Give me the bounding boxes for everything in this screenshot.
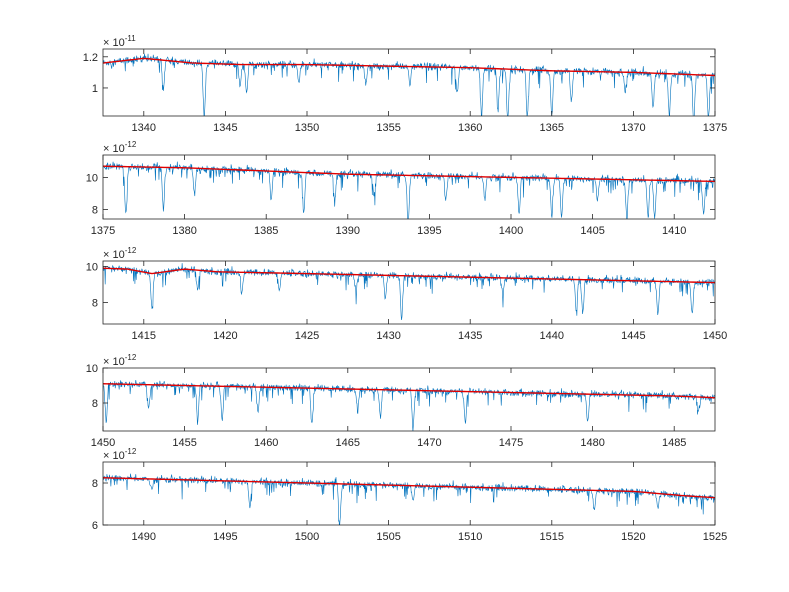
- spectrum-line: [103, 161, 715, 219]
- x-tick-label: 1345: [213, 122, 237, 134]
- x-tick-label: 1510: [458, 531, 482, 543]
- x-tick-label: 1390: [336, 225, 360, 237]
- x-tick-label: 1495: [213, 531, 237, 543]
- y-exponent-label: × 10-12: [103, 353, 137, 368]
- y-tick-label: 10: [86, 363, 98, 375]
- x-tick-label: 1360: [458, 122, 482, 134]
- continuum-fit-line: [103, 57, 715, 77]
- x-tick-label: 1490: [132, 531, 156, 543]
- x-tick-label: 1430: [376, 330, 400, 342]
- x-tick-label: 1500: [295, 531, 319, 543]
- y-tick-label: 6: [92, 520, 98, 532]
- spectrum-line: [103, 53, 715, 116]
- continuum-fit-line: [103, 383, 715, 399]
- axes-box: [102, 367, 716, 432]
- axes-box: [102, 461, 716, 526]
- x-tick-label: 1450: [91, 437, 115, 449]
- panel-3: 1415 1420 1425 1430 1435 1440 1445 1450 8 10 × 10-…: [86, 246, 727, 342]
- panel-5: 1490 1495 1500 1505 1510 1515 1520 1525 6 8 × 10-1…: [92, 447, 727, 543]
- continuum-fit-line: [103, 477, 715, 499]
- x-tick-label: 1460: [254, 437, 278, 449]
- x-tick-label: 1340: [132, 122, 156, 134]
- x-tick-label: 1410: [662, 225, 686, 237]
- y-tick-label: 8: [92, 204, 98, 216]
- y-exponent-label: × 10-12: [103, 447, 137, 462]
- x-tick-label: 1445: [621, 330, 645, 342]
- x-tick-label: 1415: [132, 330, 156, 342]
- continuum-fit-line: [103, 165, 715, 183]
- y-tick-label: 8: [92, 478, 98, 490]
- x-tick-label: 1355: [376, 122, 400, 134]
- spectrum-line: [103, 379, 715, 431]
- continuum-fit-line: [103, 267, 715, 284]
- y-exponent-label: × 10-11: [103, 34, 136, 49]
- x-tick-label: 1425: [295, 330, 319, 342]
- y-exponent-label: × 10-12: [103, 246, 137, 261]
- y-tick-label: 8: [92, 297, 98, 309]
- x-tick-label: 1480: [580, 437, 604, 449]
- x-tick-label: 1440: [540, 330, 564, 342]
- x-tick-label: 1485: [662, 437, 686, 449]
- spectrum-line: [103, 263, 715, 320]
- x-tick-label: 1405: [580, 225, 604, 237]
- x-tick-label: 1450: [703, 330, 727, 342]
- panel-2: 1375 1380 1385 1390 1395 1400 1405 1410 8 10 × 10-…: [86, 140, 716, 237]
- x-tick-label: 1365: [540, 122, 564, 134]
- x-tick-label: 1515: [540, 531, 564, 543]
- x-tick-label: 1370: [621, 122, 645, 134]
- x-tick-label: 1375: [703, 122, 727, 134]
- x-tick-label: 1525: [703, 531, 727, 543]
- axes-box: [102, 48, 716, 117]
- x-tick-label: 1350: [295, 122, 319, 134]
- x-tick-label: 1455: [172, 437, 196, 449]
- x-tick-label: 1465: [336, 437, 360, 449]
- x-tick-label: 1380: [172, 225, 196, 237]
- panel-1: 1340 1345 1350 1355 1360 1365 1370 1375 1 1.2 × 10…: [83, 34, 728, 134]
- axes-box: [102, 260, 716, 325]
- x-tick-label: 1375: [91, 225, 115, 237]
- axes-box: [102, 154, 716, 220]
- panel-4: 1450 1455 1460 1465 1470 1475 1480 1485 8 10 × 10-…: [86, 353, 716, 449]
- y-tick-label: 10: [86, 261, 98, 273]
- y-tick-label: 1: [92, 83, 98, 95]
- x-tick-label: 1435: [458, 330, 482, 342]
- y-tick-label: 8: [92, 398, 98, 410]
- y-exponent-label: × 10-12: [103, 140, 137, 155]
- x-tick-label: 1400: [499, 225, 523, 237]
- x-tick-label: 1520: [621, 531, 645, 543]
- x-tick-label: 1505: [376, 531, 400, 543]
- spectrum-line: [103, 473, 715, 525]
- x-tick-label: 1475: [499, 437, 523, 449]
- y-tick-label: 10: [86, 172, 98, 184]
- x-tick-label: 1420: [213, 330, 237, 342]
- x-tick-label: 1395: [417, 225, 441, 237]
- y-tick-label: 1.2: [83, 52, 98, 64]
- x-tick-label: 1385: [254, 225, 278, 237]
- x-tick-label: 1470: [417, 437, 441, 449]
